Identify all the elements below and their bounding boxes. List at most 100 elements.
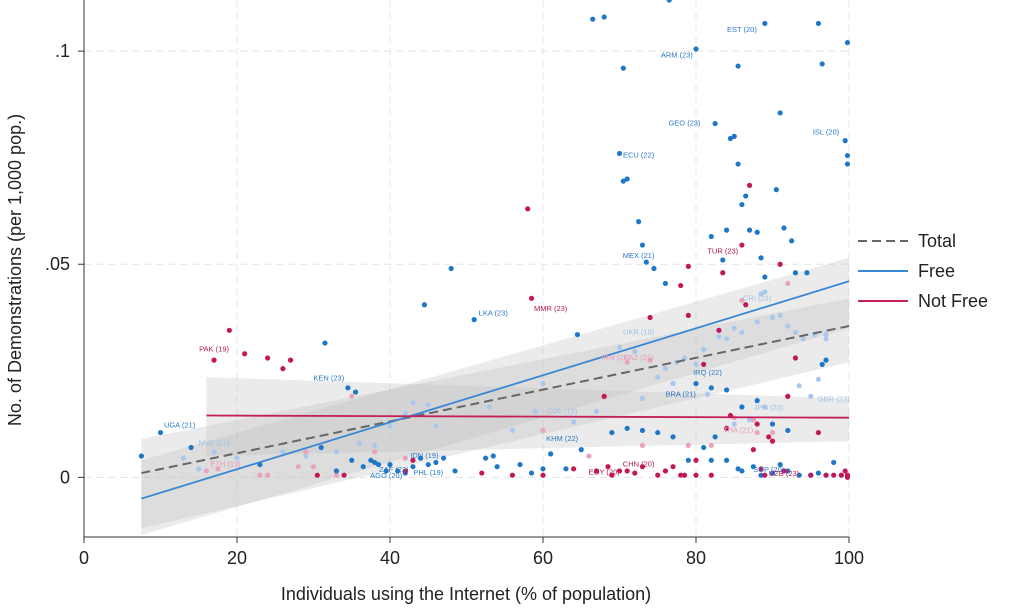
- point-label: UZB (23): [769, 469, 800, 478]
- data-point: [655, 374, 661, 380]
- data-point: [777, 312, 783, 318]
- data-point: [265, 355, 271, 361]
- data-point: [372, 459, 378, 466]
- data-point: [670, 464, 676, 470]
- data-point: [265, 472, 271, 478]
- x-axis-title: Individuals using the Internet (% of pop…: [281, 584, 651, 604]
- data-point: [242, 351, 248, 357]
- data-point: [815, 376, 822, 382]
- data-point: [731, 421, 737, 427]
- data-point: [685, 312, 691, 318]
- point-label: THA (21): [723, 426, 754, 435]
- data-point: [796, 472, 802, 478]
- data-point: [685, 442, 691, 448]
- data-point: [678, 472, 684, 478]
- data-point: [720, 257, 726, 263]
- point-label: MMR (23): [534, 304, 568, 313]
- data-point: [815, 429, 822, 436]
- data-point: [509, 472, 515, 478]
- data-point: [616, 150, 623, 157]
- x-tick-label: 100: [834, 548, 864, 568]
- data-point: [731, 325, 737, 331]
- data-point: [528, 470, 535, 476]
- data-point: [395, 468, 401, 474]
- data-point: [769, 470, 776, 476]
- data-point: [750, 464, 756, 470]
- data-point: [188, 444, 194, 451]
- data-point: [280, 449, 286, 455]
- confidence-bands: [141, 257, 849, 535]
- data-point: [375, 461, 382, 468]
- data-point: [624, 176, 630, 182]
- data-point: [724, 336, 730, 342]
- data-point: [662, 280, 669, 287]
- data-point: [196, 466, 202, 472]
- data-point: [746, 227, 753, 233]
- data-point: [708, 442, 714, 448]
- data-point: [601, 14, 607, 20]
- data-point: [157, 429, 164, 436]
- data-point: [743, 193, 749, 199]
- data-point: [318, 444, 324, 451]
- data-point: [724, 387, 730, 393]
- data-point: [418, 455, 424, 461]
- data-point: [739, 297, 745, 304]
- data-point: [360, 464, 366, 470]
- data-point: [322, 340, 328, 346]
- point-label: UGA (21): [164, 420, 196, 429]
- x-tick-label: 40: [380, 548, 400, 568]
- data-point: [138, 453, 144, 459]
- data-point: [766, 434, 772, 440]
- data-point: [844, 161, 851, 167]
- data-point: [593, 408, 600, 414]
- data-point: [387, 461, 393, 468]
- data-point: [452, 468, 458, 474]
- data-point: [701, 444, 707, 451]
- x-tick-label: 20: [227, 548, 247, 568]
- point-label: IRN (22): [602, 353, 631, 362]
- data-point: [211, 449, 217, 455]
- point-label: CRI (23): [743, 293, 772, 302]
- data-point: [571, 419, 577, 425]
- data-point: [666, 0, 672, 3]
- data-point: [769, 314, 776, 321]
- x-tick-label: 0: [79, 548, 89, 568]
- point-label: TUR (23): [707, 247, 738, 256]
- data-point: [819, 361, 825, 367]
- data-point: [708, 457, 714, 463]
- data-point: [681, 355, 688, 361]
- data-point: [234, 455, 240, 461]
- data-point: [800, 336, 806, 342]
- data-point: [639, 427, 646, 434]
- data-point: [548, 451, 554, 457]
- data-point: [731, 133, 737, 139]
- point-label: GEO (23): [668, 119, 701, 128]
- data-point: [781, 225, 787, 231]
- data-point: [708, 385, 714, 391]
- data-point: [345, 385, 351, 391]
- data-point: [624, 468, 630, 474]
- data-point: [643, 259, 649, 265]
- data-point: [724, 425, 730, 431]
- data-point: [540, 380, 546, 387]
- data-point: [808, 393, 814, 399]
- data-point: [662, 468, 669, 474]
- data-point: [620, 178, 626, 184]
- data-point: [701, 361, 707, 367]
- data-point: [333, 468, 340, 474]
- data-point: [769, 421, 776, 427]
- data-point: [563, 466, 569, 472]
- data-point: [708, 472, 714, 478]
- data-point: [494, 464, 500, 470]
- data-point: [352, 389, 359, 395]
- data-point: [693, 46, 699, 52]
- data-point: [792, 270, 799, 276]
- point-label: KEN (23): [313, 374, 344, 383]
- data-point: [762, 472, 768, 478]
- data-point: [678, 282, 684, 289]
- data-point: [593, 468, 600, 474]
- data-point: [792, 355, 799, 361]
- data-point: [781, 468, 787, 474]
- data-point: [540, 472, 546, 478]
- data-point: [310, 464, 317, 470]
